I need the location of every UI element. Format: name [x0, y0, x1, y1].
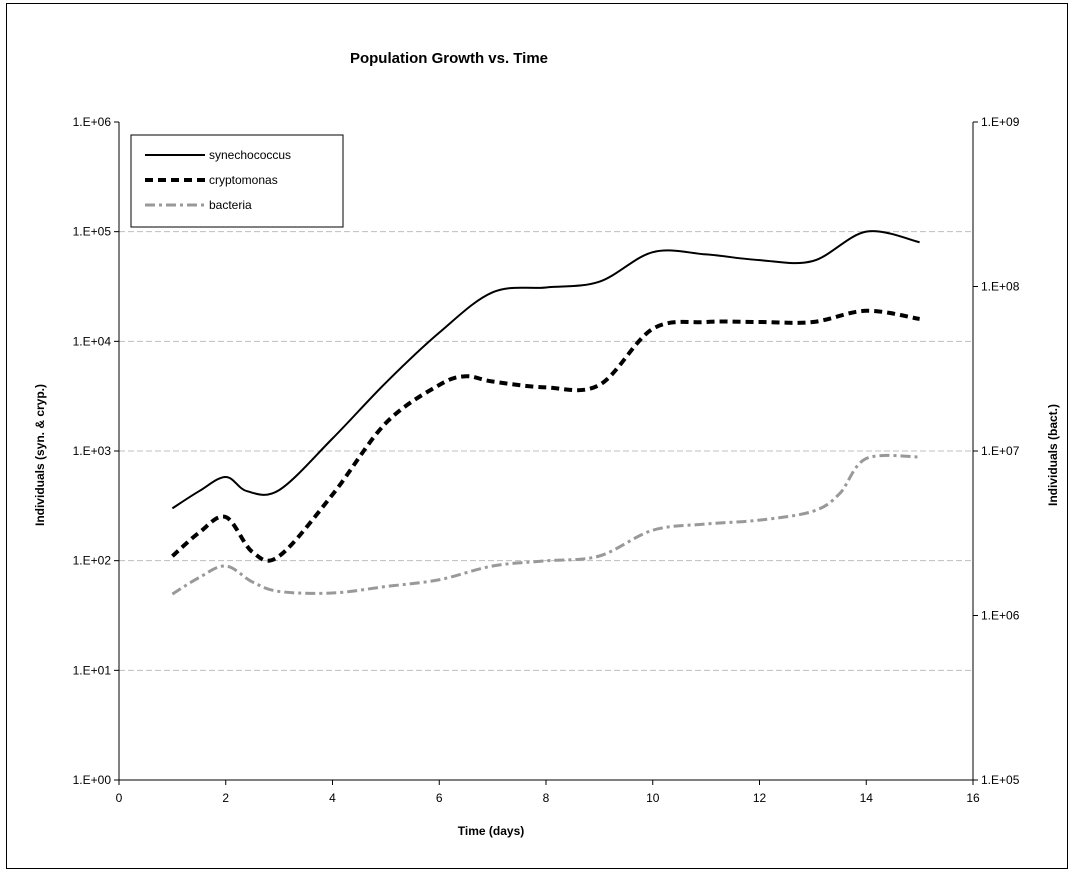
- legend-label-cryptomonas: cryptomonas: [209, 173, 278, 187]
- series-line-bacteria: [171, 453, 920, 596]
- gridlines: [119, 231, 973, 671]
- left-y-tick-label: 1.E+06: [73, 115, 112, 129]
- x-tick-label: 8: [543, 791, 550, 805]
- legend: synechococcus cryptomonas bacteria: [130, 134, 344, 228]
- right-y-tick-label: 1.E+05: [981, 773, 1020, 787]
- left-y-tick-label: 1.E+05: [73, 225, 112, 239]
- x-tick-label: 0: [116, 791, 123, 805]
- left-y-axis-title: Individuals (syn. & cryp.): [33, 384, 47, 526]
- right-y-tick-label: 1.E+06: [981, 609, 1020, 623]
- series-line-cryptomonas: [171, 308, 920, 563]
- legend-label-synechococcus: synechococcus: [209, 148, 291, 162]
- legend-label-bacteria: bacteria: [209, 198, 252, 212]
- chart-frame: Population Growth vs. Time 0 2 4 6 8 10 12 14 16…: [6, 3, 1068, 869]
- right-y-tick-label: 1.E+09: [981, 115, 1020, 129]
- x-axis-title: Time (days): [458, 824, 524, 838]
- data-series: [171, 230, 920, 596]
- x-tick-label: 16: [966, 791, 980, 805]
- right-y-axis-title: Individuals (bact.): [1046, 404, 1060, 506]
- x-tick-label: 10: [646, 791, 660, 805]
- chart-title: Population Growth vs. Time: [350, 50, 548, 67]
- x-tick-label: 4: [329, 791, 336, 805]
- x-tick-label: 14: [860, 791, 874, 805]
- left-y-tick-label: 1.E+02: [73, 554, 112, 568]
- left-y-tick-label: 1.E+01: [73, 663, 112, 677]
- x-tick-label: 2: [222, 791, 229, 805]
- left-y-axis-ticks: 1.E+00 1.E+01 1.E+02 1.E+03 1.E+04 1.E+05 1.E+…: [73, 115, 119, 787]
- left-y-tick-label: 1.E+03: [73, 444, 112, 458]
- right-y-tick-label: 1.E+07: [981, 444, 1020, 458]
- right-y-tick-label: 1.E+08: [981, 280, 1020, 294]
- x-tick-label: 6: [436, 791, 443, 805]
- series-line-synechococcus: [171, 230, 920, 510]
- left-y-tick-label: 1.E+00: [73, 773, 112, 787]
- x-tick-label: 12: [753, 791, 767, 805]
- legend-box: [130, 134, 344, 228]
- right-y-axis-ticks: 1.E+05 1.E+06 1.E+07 1.E+08 1.E+09: [973, 115, 1020, 787]
- x-axis-ticks: 0 2 4 6 8 10 12 14 16: [116, 780, 980, 805]
- left-y-tick-label: 1.E+04: [73, 334, 112, 348]
- population-growth-chart: Population Growth vs. Time 0 2 4 6 8 10 12 14 16…: [33, 50, 1060, 838]
